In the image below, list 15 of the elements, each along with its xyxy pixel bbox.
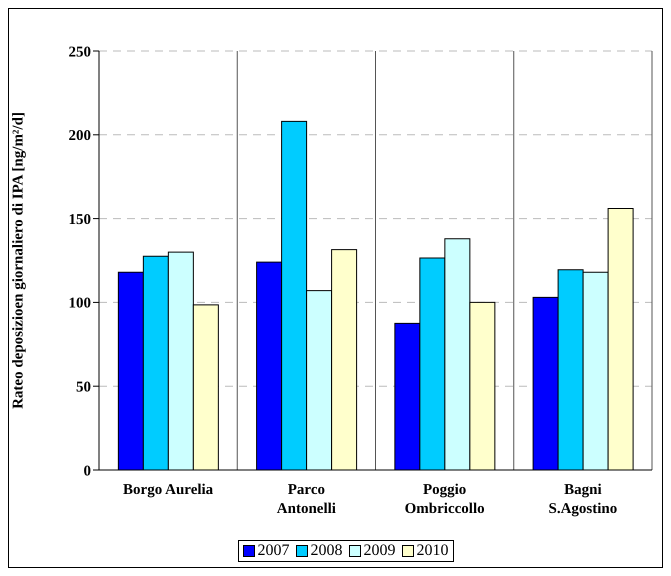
y-tick-label: 150 [68,212,91,228]
y-tick-label: 100 [68,296,91,312]
legend-label: 2007 [256,542,290,560]
x-tick-label: Parco Antonelli [276,482,336,517]
y-tick-label: 0 [84,463,91,480]
y-tick-label: 250 [68,44,91,60]
x-tick-label: Poggio Ombriccollo [404,482,485,517]
x-tick-label: Borgo Aurelia [123,482,214,498]
y-tick-label: 200 [68,128,91,144]
x-tick-label: Bagni S.Agostino [548,482,618,517]
legend-label: 2008 [310,542,342,560]
y-tick-label: 50 [76,380,91,396]
y-axis-title: Rateo deposizioen giornaliero di IPA [ng/m²/d] [10,112,26,409]
legend-label: 2009 [362,542,396,560]
legend-label: 2010 [416,542,448,560]
